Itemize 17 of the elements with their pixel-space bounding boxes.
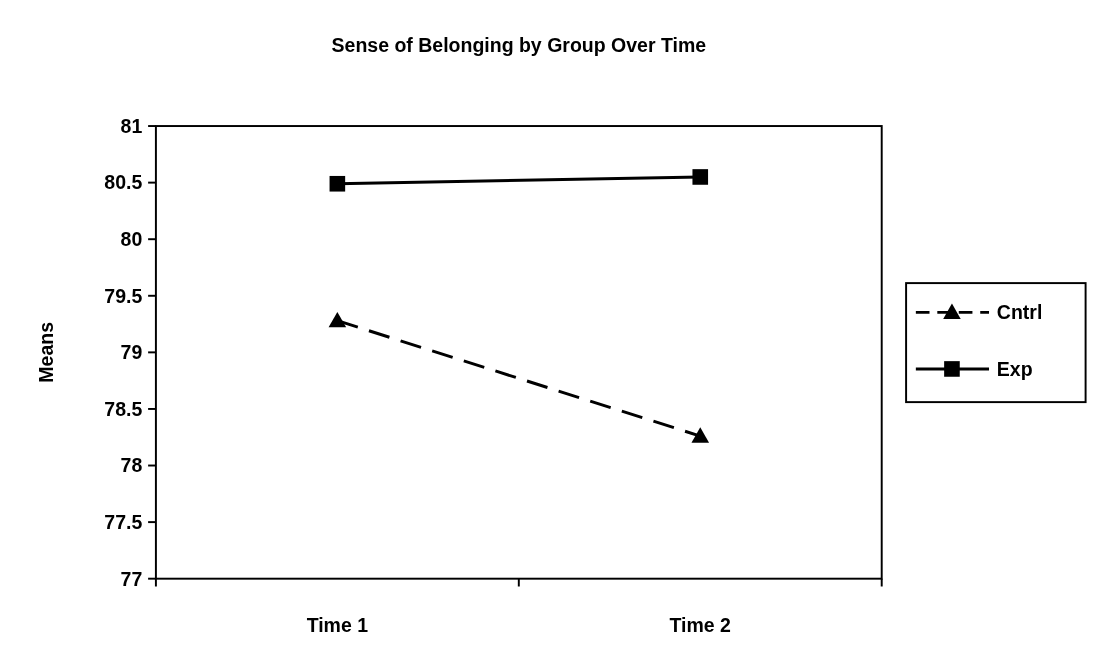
y-tick-label: 78.5	[104, 397, 143, 420]
legend-label: Cntrl	[996, 301, 1043, 324]
y-tick-label: 79	[120, 341, 143, 364]
x-tick-label: Time 1	[306, 614, 369, 637]
y-tick-label: 77	[120, 567, 143, 590]
legend-label: Exp	[996, 357, 1033, 380]
y-tick-label: 80	[120, 228, 143, 251]
y-tick-label: 79.5	[104, 284, 143, 307]
y-tick-label: 78	[120, 454, 143, 477]
y-tick-label: 80.5	[104, 171, 143, 194]
point	[329, 175, 346, 192]
y-tick-label: 81	[120, 114, 143, 137]
y-axis-title: Means	[34, 321, 57, 383]
x-tick-label: Time 2	[669, 614, 732, 637]
point	[692, 169, 709, 185]
chart-title: Sense of Belonging by Group Over Time	[331, 33, 707, 56]
y-tick-label: 77.5	[104, 510, 143, 533]
